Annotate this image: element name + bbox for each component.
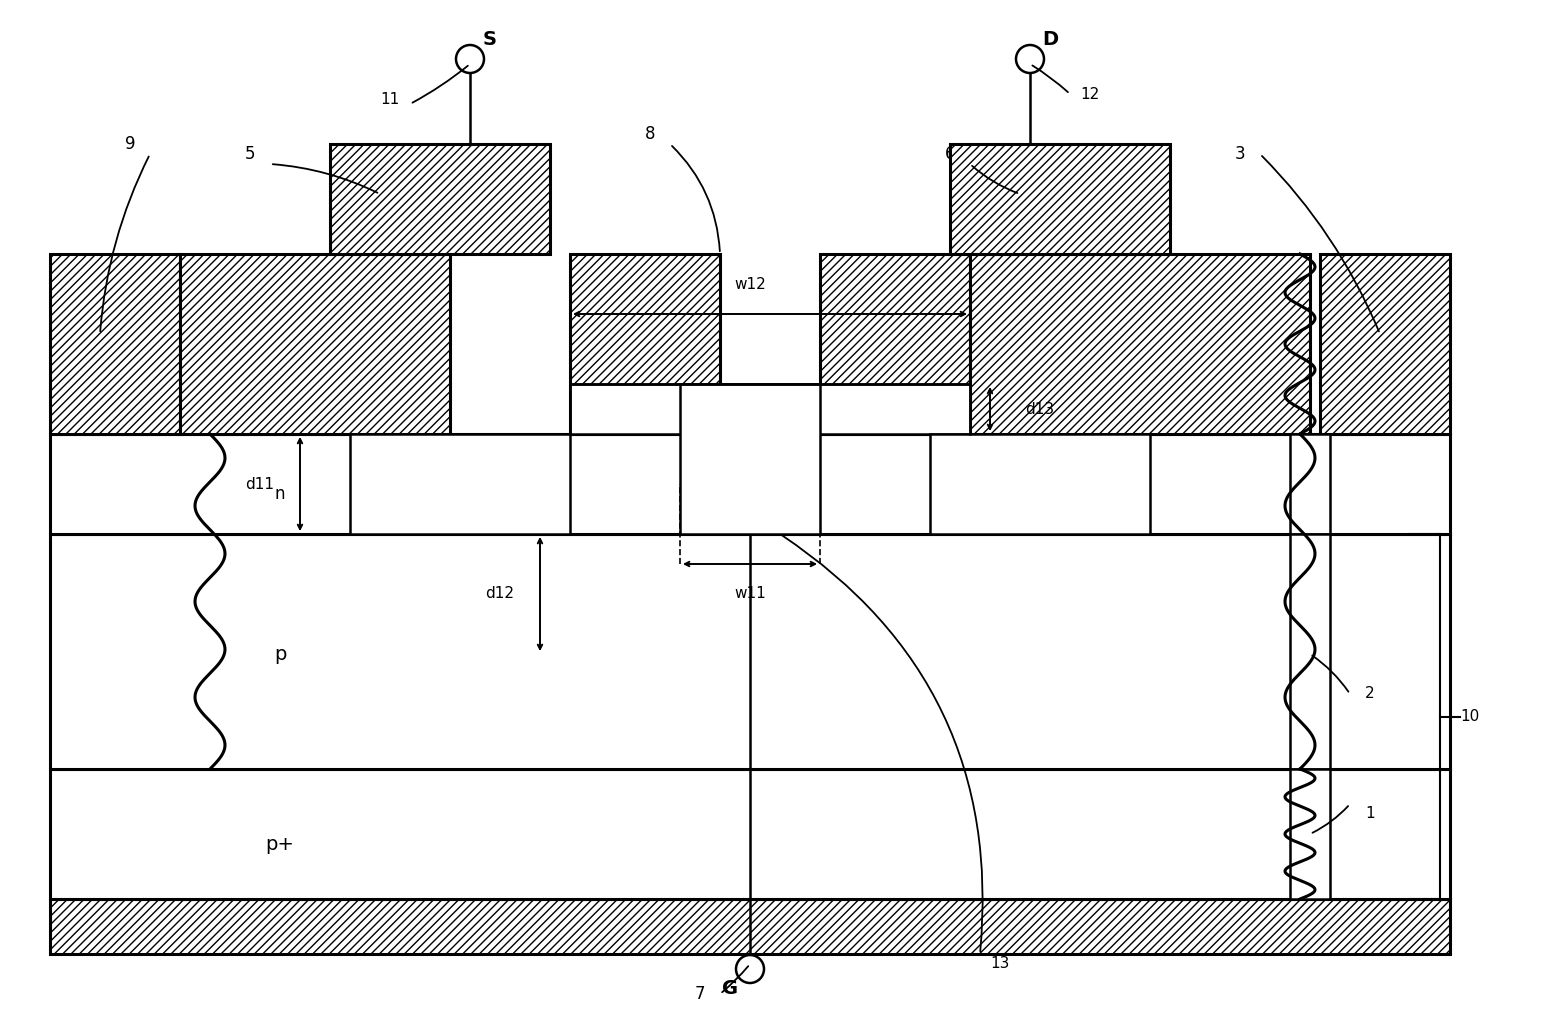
- Bar: [181, 254, 450, 434]
- Text: p+: p+: [738, 456, 761, 472]
- Text: 13: 13: [990, 956, 1009, 972]
- Text: 1: 1: [1365, 807, 1375, 821]
- Text: 9: 9: [125, 135, 135, 153]
- Bar: [570, 254, 719, 434]
- Text: p: p: [274, 644, 286, 664]
- Bar: [50, 534, 1450, 769]
- Text: 10: 10: [1460, 709, 1479, 724]
- Text: n+: n+: [419, 477, 441, 491]
- Bar: [680, 384, 821, 534]
- Text: n+: n+: [1029, 477, 1051, 491]
- Text: d11: d11: [246, 477, 274, 491]
- Text: 8: 8: [645, 125, 655, 143]
- Bar: [330, 144, 550, 254]
- Bar: [970, 254, 1309, 434]
- Text: d13: d13: [1026, 401, 1054, 417]
- Text: 11: 11: [380, 91, 400, 107]
- Text: p+: p+: [1299, 835, 1322, 853]
- Bar: [821, 254, 970, 434]
- Bar: [50, 434, 1450, 534]
- Text: w12: w12: [733, 276, 766, 292]
- Text: 3: 3: [1235, 145, 1246, 163]
- Text: 7: 7: [694, 985, 705, 1003]
- Text: G: G: [722, 979, 738, 999]
- Bar: [1291, 434, 1330, 534]
- Text: D: D: [1042, 30, 1059, 49]
- Bar: [50, 899, 1450, 954]
- Bar: [350, 434, 570, 534]
- Text: 2: 2: [1365, 687, 1375, 701]
- Text: d12: d12: [486, 586, 514, 602]
- Text: 5: 5: [244, 145, 255, 163]
- Text: n: n: [1305, 485, 1316, 503]
- Text: 6: 6: [945, 145, 956, 163]
- Bar: [50, 254, 181, 434]
- Bar: [570, 384, 970, 434]
- Text: n: n: [274, 485, 285, 503]
- Text: S: S: [483, 30, 497, 49]
- Bar: [930, 434, 1151, 534]
- Bar: [950, 144, 1169, 254]
- Bar: [50, 769, 1450, 899]
- Text: w11: w11: [733, 586, 766, 602]
- Text: 12: 12: [1081, 87, 1099, 101]
- Bar: [1291, 534, 1330, 769]
- Text: p: p: [1303, 644, 1316, 664]
- Bar: [1291, 769, 1330, 899]
- Text: p+: p+: [266, 834, 294, 853]
- Bar: [1320, 254, 1450, 434]
